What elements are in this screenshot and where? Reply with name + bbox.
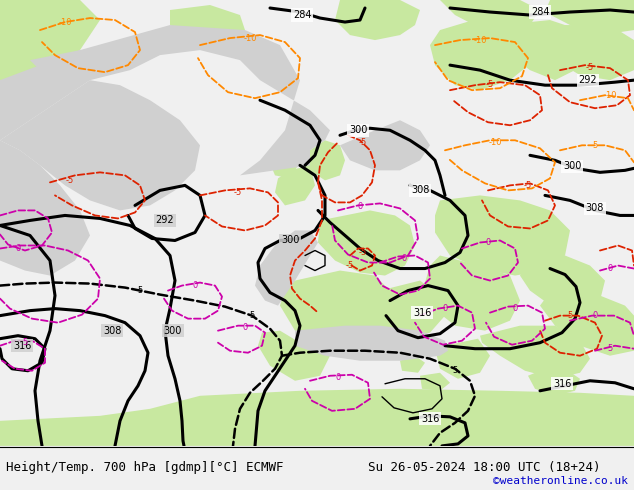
Text: -5: -5 [524,181,532,190]
Text: 0: 0 [15,244,21,253]
Polygon shape [295,326,448,361]
Polygon shape [0,80,200,210]
Text: 308: 308 [103,326,121,336]
Polygon shape [436,339,490,379]
Polygon shape [368,281,445,339]
Text: 5: 5 [453,366,458,375]
Polygon shape [0,389,634,446]
Polygon shape [435,196,570,275]
Text: -5: -5 [346,261,354,270]
Text: Height/Temp. 700 hPa [gdmp][°C] ECMWF: Height/Temp. 700 hPa [gdmp][°C] ECMWF [6,461,284,473]
Polygon shape [495,20,590,80]
Polygon shape [30,25,330,175]
Text: 292: 292 [156,216,174,225]
Polygon shape [440,0,540,30]
Text: 308: 308 [411,185,429,196]
Polygon shape [335,0,420,40]
Polygon shape [520,255,605,313]
Text: 300: 300 [349,125,367,135]
Text: 5: 5 [249,311,255,320]
Polygon shape [400,356,425,373]
Text: 0: 0 [401,254,406,263]
Text: 0: 0 [486,238,491,247]
Polygon shape [430,15,540,90]
Text: -5: -5 [586,63,594,72]
Text: 300: 300 [563,161,581,172]
Text: 0: 0 [443,304,448,313]
Text: 0: 0 [512,304,517,313]
Polygon shape [545,0,634,35]
Text: 316: 316 [553,379,571,389]
Text: 0: 0 [192,281,198,290]
Polygon shape [545,25,634,80]
Polygon shape [425,255,520,331]
Text: Su 26-05-2024 18:00 UTC (18+24): Su 26-05-2024 18:00 UTC (18+24) [368,461,600,473]
Text: 5: 5 [138,286,143,295]
Polygon shape [340,120,430,171]
Polygon shape [270,150,298,178]
Text: 0: 0 [242,323,248,332]
Text: 284: 284 [531,7,549,17]
Text: -10: -10 [603,91,617,99]
Text: -10: -10 [488,138,501,147]
Polygon shape [540,286,634,356]
Text: 284: 284 [293,10,311,20]
Polygon shape [305,140,345,180]
Text: 316: 316 [421,414,439,424]
Polygon shape [0,140,90,275]
Text: ©weatheronline.co.uk: ©weatheronline.co.uk [493,476,628,487]
Text: -5: -5 [486,80,494,89]
Text: 308: 308 [586,203,604,214]
Text: 0: 0 [358,202,363,211]
Text: -5: -5 [359,138,367,147]
Text: -10: -10 [243,34,257,43]
Text: 5: 5 [22,338,28,347]
Text: 316: 316 [413,308,431,318]
Text: 5: 5 [607,344,612,353]
Text: 0: 0 [592,311,598,320]
Text: 316: 316 [13,341,31,351]
Polygon shape [0,50,90,140]
Polygon shape [420,373,450,391]
Text: 0: 0 [335,373,340,382]
Text: -10: -10 [58,18,72,26]
Text: 300: 300 [281,236,299,245]
Text: 292: 292 [579,75,597,85]
Text: 300: 300 [164,326,182,336]
Polygon shape [275,165,315,205]
Polygon shape [0,0,100,90]
Text: -5: -5 [66,176,74,185]
Text: -5: -5 [566,311,574,320]
Text: 0: 0 [607,264,612,273]
Text: -5: -5 [359,248,367,257]
Polygon shape [258,331,330,381]
Text: -5: -5 [591,141,599,150]
Text: -10: -10 [473,36,487,45]
Polygon shape [280,270,400,356]
Polygon shape [170,5,245,40]
Polygon shape [318,210,415,275]
Polygon shape [255,230,318,306]
Polygon shape [528,369,580,396]
Polygon shape [480,326,590,379]
Text: -5: -5 [234,188,242,197]
